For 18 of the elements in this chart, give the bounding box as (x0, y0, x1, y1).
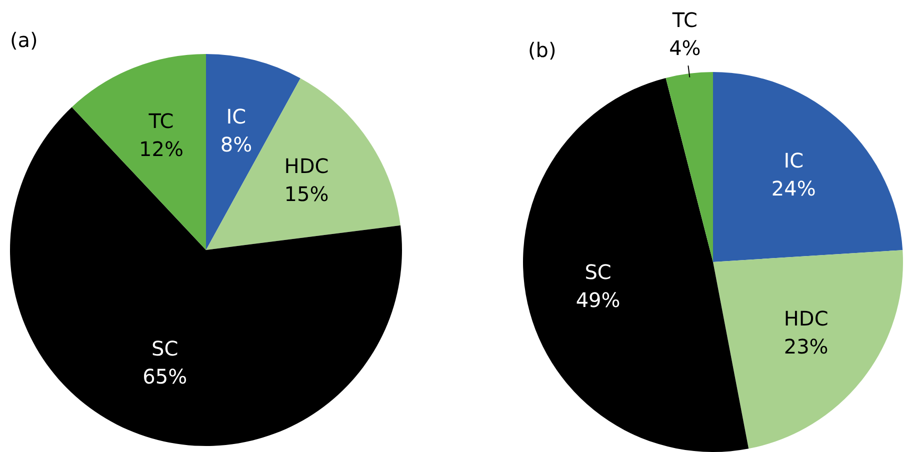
slice-label: HDC (784, 306, 828, 330)
data-label: 15% (284, 182, 329, 206)
text: (b) (528, 38, 556, 62)
slice-label: IC (784, 148, 804, 172)
data-label: 8% (220, 132, 252, 156)
slice-label: TC (671, 8, 698, 32)
slice-label: HDC (284, 154, 329, 178)
data-label: 24% (771, 176, 816, 200)
chart-title: (a) (10, 28, 38, 52)
slice-label: SC (584, 260, 612, 284)
data-label: 49% (576, 288, 620, 312)
slice-label: SC (152, 336, 178, 361)
data-label: 4% (669, 36, 701, 60)
data-label: 65% (142, 364, 188, 389)
slice-label: IC (226, 104, 246, 128)
data-label: 23% (784, 334, 828, 358)
slice-label: TC (148, 109, 174, 134)
data-label: 12% (139, 137, 184, 162)
